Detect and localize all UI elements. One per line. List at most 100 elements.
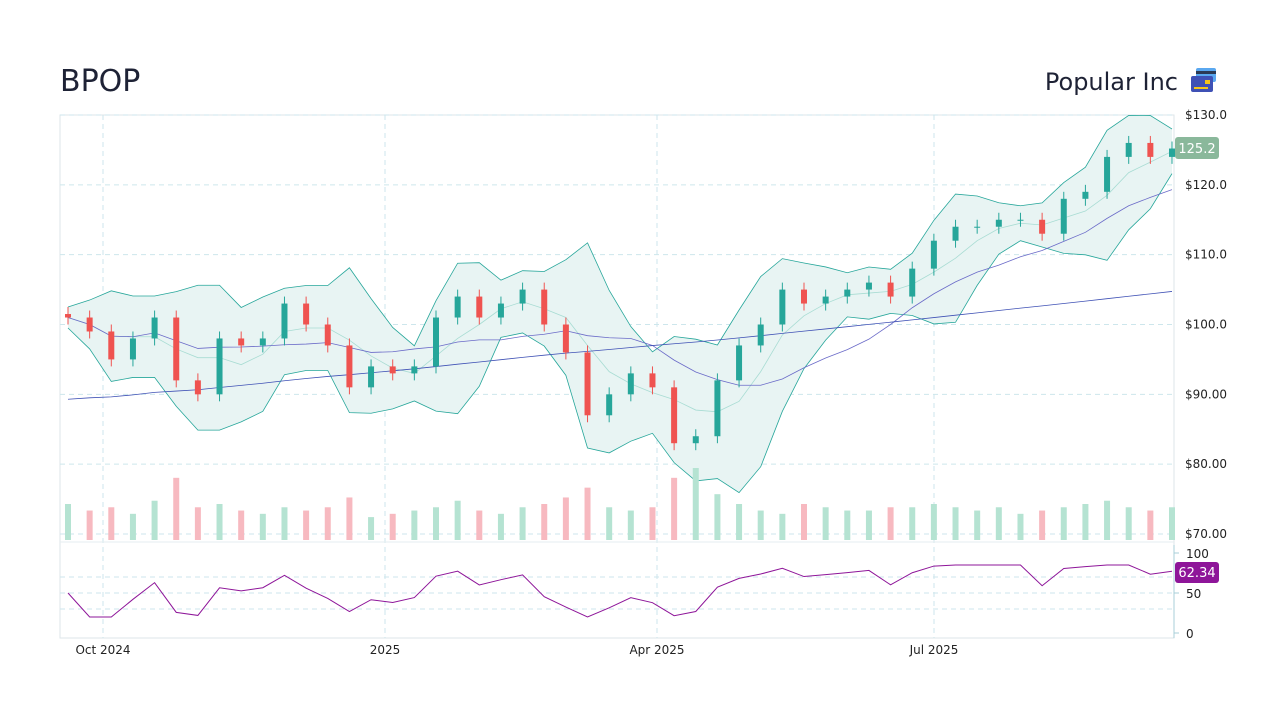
y-tick-label: $110.0 — [1185, 248, 1227, 262]
volume-bar — [692, 468, 699, 540]
candle — [736, 345, 743, 381]
volume-bar — [281, 507, 288, 540]
candle — [671, 387, 678, 444]
rsi-tick-label: 0 — [1186, 627, 1194, 641]
last-price-label: 125.2 — [1178, 142, 1215, 157]
volume-bar — [108, 507, 115, 540]
volume-bar — [368, 517, 375, 540]
candle — [714, 380, 721, 437]
bollinger-band-fill — [68, 115, 1172, 493]
candle — [389, 366, 396, 374]
volume-bar — [930, 504, 937, 540]
candle — [476, 296, 483, 318]
y-tick-label: $100.0 — [1185, 318, 1227, 332]
candle — [865, 282, 872, 290]
candle — [1104, 156, 1111, 192]
candle — [974, 226, 981, 228]
sma-50 — [67, 189, 1173, 386]
candle — [1147, 142, 1154, 157]
candle — [584, 352, 591, 416]
volume-bar — [714, 494, 721, 540]
volume-bar — [562, 497, 569, 540]
volume-bar — [844, 510, 851, 540]
volume-bar — [346, 497, 353, 540]
candle — [930, 240, 937, 269]
volume-bar — [671, 477, 678, 540]
candle — [497, 303, 504, 318]
candle — [108, 331, 115, 360]
volume-bar — [1169, 507, 1175, 540]
candle — [1017, 219, 1024, 221]
volume-bar — [1017, 513, 1024, 540]
rsi-value-badge — [1175, 562, 1219, 583]
candle — [909, 268, 916, 297]
candle — [606, 394, 613, 416]
volume-bar — [411, 510, 418, 540]
volume-bar — [86, 510, 93, 540]
candle — [303, 303, 310, 325]
rsi-line — [67, 564, 1173, 618]
bollinger-upper — [67, 115, 1173, 353]
x-tick-label: 2025 — [370, 643, 401, 657]
candle — [649, 373, 656, 388]
bollinger-lower — [67, 173, 1173, 494]
candle — [1082, 191, 1089, 199]
volume-bar — [649, 507, 656, 540]
candle — [779, 289, 786, 325]
volume-bar — [952, 507, 959, 540]
credit-card-icon — [1191, 68, 1216, 92]
volume-bar — [909, 507, 916, 540]
candle — [519, 289, 526, 304]
volume-bar — [887, 507, 894, 540]
y-tick-label: $120.0 — [1185, 178, 1227, 192]
candle — [238, 338, 245, 346]
candle — [757, 324, 764, 346]
volume-bar — [995, 507, 1002, 540]
volume-bar — [1082, 504, 1089, 540]
volume-bar — [389, 513, 396, 540]
candle — [151, 317, 158, 339]
volume-bar — [822, 507, 829, 540]
ticker-symbol: BPOP — [60, 64, 141, 99]
volume-bar — [497, 513, 504, 540]
volume-bar — [779, 513, 786, 540]
y-tick-label: $70.00 — [1185, 527, 1227, 541]
candle — [1039, 219, 1046, 234]
candle — [541, 289, 548, 325]
candle — [887, 282, 894, 297]
volume-bar — [433, 507, 439, 540]
volume-bar — [238, 510, 245, 540]
x-tick-label: Apr 2025 — [629, 643, 684, 657]
volume-bar — [194, 507, 201, 540]
sma-200 — [67, 291, 1173, 400]
volume-bar — [324, 507, 331, 540]
candle — [194, 380, 201, 395]
volume-bar — [1147, 510, 1154, 540]
volume-bar — [1039, 510, 1046, 540]
bollinger-middle — [67, 150, 1173, 413]
candle — [801, 289, 807, 304]
last-price-badge — [1175, 137, 1219, 159]
candle — [692, 436, 699, 444]
volume-bar — [303, 510, 310, 540]
volume-bar — [974, 510, 981, 540]
y-tick-label: $80.00 — [1185, 457, 1227, 471]
volume-bar — [151, 500, 158, 540]
candle — [173, 317, 180, 381]
candle — [952, 226, 959, 241]
volume-bar — [519, 507, 526, 540]
rsi-tick-label: 100 — [1186, 547, 1209, 561]
volume-bar — [1125, 507, 1132, 540]
candle — [324, 324, 331, 346]
volume-bar — [129, 513, 136, 540]
volume-bar — [454, 500, 461, 540]
candle — [562, 324, 569, 353]
y-tick-label: $90.00 — [1185, 387, 1227, 401]
candle — [433, 317, 439, 367]
candle — [1060, 198, 1067, 234]
candle — [844, 289, 851, 297]
volume-bar — [606, 507, 613, 540]
candle — [216, 338, 223, 395]
x-tick-label: Oct 2024 — [75, 643, 130, 657]
